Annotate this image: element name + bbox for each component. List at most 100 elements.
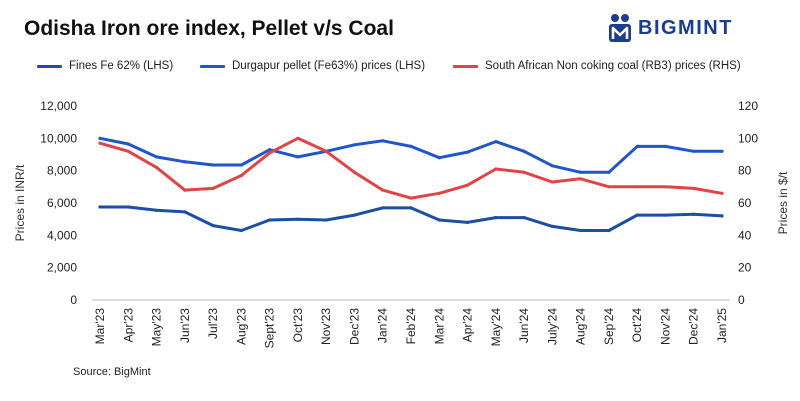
series-1-point — [352, 143, 357, 147]
legend-swatch-pellet — [200, 64, 225, 68]
y-right-tick-label: 20 — [738, 261, 752, 275]
legend-item-pellet: Durgapur pellet (Fe63%) prices (LHS) — [200, 60, 425, 72]
series-0-point — [239, 228, 243, 233]
y-left-tick-label: 4,000 — [47, 228, 77, 242]
series-1-point — [183, 160, 187, 164]
series-0-point — [98, 205, 102, 209]
y-right-tick-label: 0 — [738, 293, 745, 307]
series-1-point — [692, 149, 696, 153]
bigmint-logo-icon — [609, 14, 631, 42]
series-line-1 — [98, 136, 724, 174]
series-2-point — [550, 180, 555, 184]
series-0-point — [465, 220, 470, 224]
series-0-point — [692, 212, 696, 216]
series-2-point — [663, 185, 668, 189]
legend-label-fines: Fines Fe 62% (LHS) — [69, 60, 174, 72]
y-left-tick-label: 8,000 — [47, 164, 77, 178]
x-tick-label: May'23 — [150, 308, 164, 347]
bigmint-logo: BIGMINT — [608, 13, 733, 43]
series-2-point — [211, 186, 215, 190]
chart-title: Odisha Iron ore index, Pellet v/s Coal — [24, 17, 394, 40]
y-left-tick-label: 2,000 — [47, 261, 77, 275]
series-1-point — [381, 139, 385, 143]
series-0-point — [663, 213, 668, 217]
series-1-point — [607, 170, 611, 174]
legend-swatch-fines — [37, 64, 62, 68]
x-tick-label: Jun'23 — [178, 308, 192, 343]
x-tick-label: Dec'24 — [687, 308, 701, 345]
series-1-point — [154, 155, 159, 159]
x-tick-label: Apr'24 — [461, 308, 475, 343]
x-tick-label: Aug'24 — [574, 308, 588, 345]
series-0-point — [550, 224, 555, 228]
series-2-point — [154, 165, 159, 169]
series-2-point — [239, 173, 243, 178]
series-0-point — [635, 213, 639, 217]
series-0-point — [324, 218, 328, 222]
series-2-point — [494, 167, 498, 171]
series-0-point — [579, 228, 583, 233]
series-2-point — [579, 177, 583, 181]
series-2-point — [324, 149, 328, 153]
x-tick-label: Jun'24 — [517, 308, 531, 343]
series-0-point — [607, 228, 611, 233]
y-right-tick-label: 100 — [738, 131, 758, 145]
series-1-point — [211, 163, 215, 167]
series-2-point — [296, 136, 300, 140]
logo-text: BIGMINT — [638, 16, 733, 39]
y-right-tick-label: 40 — [738, 228, 752, 242]
x-tick-label: Oct'24 — [630, 308, 644, 343]
series-2-point — [437, 191, 441, 195]
x-tick-label: Jan'25 — [715, 308, 729, 343]
y-right-tick-label: 120 — [738, 99, 758, 113]
y-left-tick-label: 10,000 — [40, 131, 77, 145]
y-left-tick-label: 12,000 — [40, 99, 77, 113]
series-0-point — [352, 213, 357, 217]
series-0-point — [126, 205, 130, 209]
series-1-point — [579, 170, 583, 174]
x-tick-label: Mar'24 — [432, 308, 446, 345]
series-1-point — [268, 148, 272, 152]
series-0-point — [183, 210, 187, 214]
series-2-point — [720, 191, 724, 195]
x-tick-label: Mar'23 — [93, 308, 107, 345]
series-2-point — [126, 149, 130, 153]
series-2-point — [635, 185, 639, 189]
x-tick-label: Oct'23 — [291, 308, 305, 343]
series-0-point — [522, 216, 526, 220]
series-0-point — [296, 217, 300, 221]
series-2-point — [381, 188, 385, 192]
series-1-point — [296, 155, 300, 159]
x-tick-label: Aug'23 — [234, 308, 248, 345]
series-1-point — [126, 142, 130, 146]
series-1-point — [550, 164, 555, 168]
series-2-point — [268, 151, 272, 155]
series-2-point — [409, 196, 413, 200]
x-tick-label: Feb'24 — [404, 308, 418, 345]
x-tick-label: Jan'24 — [376, 308, 390, 343]
series-2-point — [352, 170, 357, 174]
source-note: Source: BigMint — [73, 366, 151, 378]
series-2-point — [98, 141, 102, 145]
series-2-point — [522, 170, 526, 174]
x-tick-label: Dec'23 — [347, 308, 361, 345]
series-2-point — [607, 185, 611, 189]
chart-legend: Fines Fe 62% (LHS) Durgapur pellet (Fe63… — [0, 60, 800, 80]
series-0-point — [720, 214, 724, 218]
series-line-0 — [98, 205, 724, 232]
series-1-point — [437, 156, 441, 160]
legend-label-pellet: Durgapur pellet (Fe63%) prices (LHS) — [232, 60, 426, 72]
y-right-axis-title: Prices in $/t — [776, 171, 790, 234]
x-tick-label: Sept'23 — [263, 308, 277, 349]
y-right-tick-label: 80 — [738, 164, 752, 178]
legend-swatch-coal — [453, 64, 478, 68]
y-left-tick-label: 0 — [70, 293, 77, 307]
series-0-point — [268, 218, 272, 222]
series-1-point — [98, 136, 102, 140]
series-1-point — [522, 149, 526, 153]
series-0-point — [437, 218, 441, 222]
series-1-point — [409, 144, 413, 148]
series-0-point — [154, 208, 159, 212]
y-left-tick-label: 6,000 — [47, 196, 77, 210]
